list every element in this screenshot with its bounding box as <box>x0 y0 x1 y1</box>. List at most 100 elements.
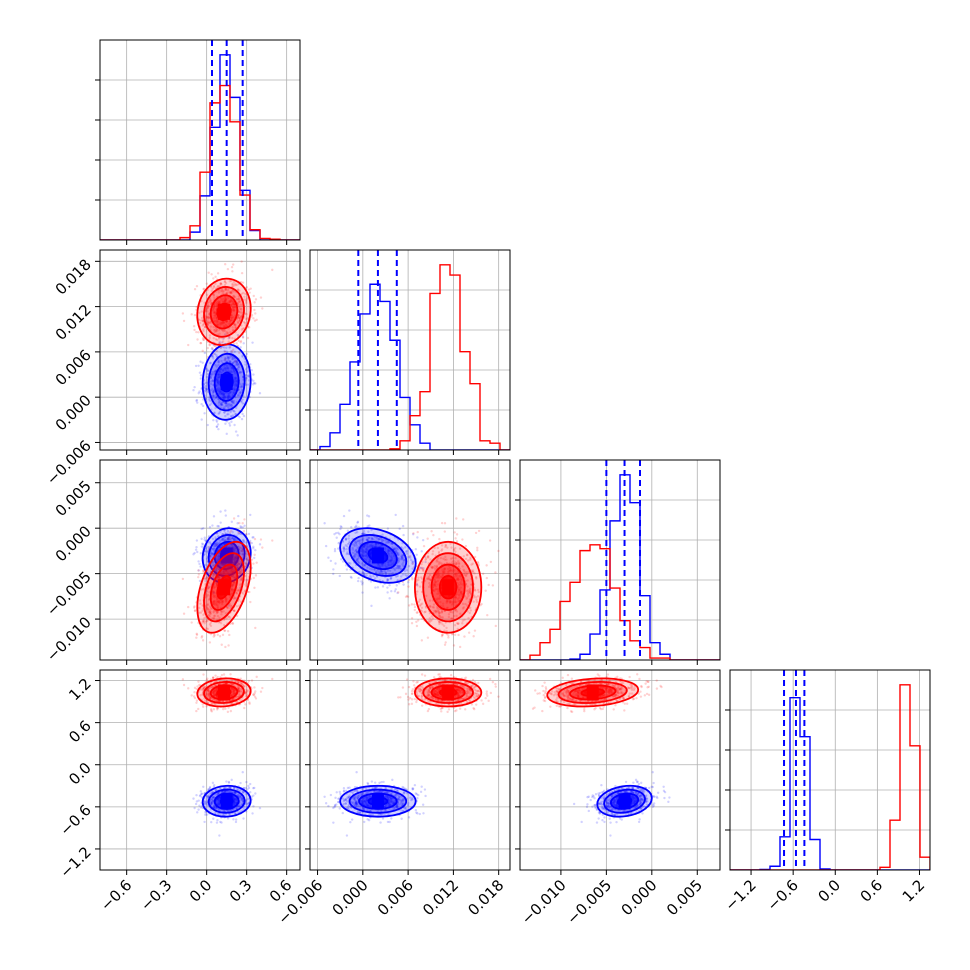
scatter-point <box>245 541 248 544</box>
scatter-point <box>232 315 235 319</box>
scatter-point <box>230 529 233 533</box>
scatter-point <box>253 301 256 304</box>
scatter-point <box>438 611 442 614</box>
scatter-point <box>480 602 483 606</box>
scatter-point <box>241 336 245 339</box>
scatter-point <box>225 319 229 323</box>
scatter-point <box>227 536 230 540</box>
scatter-point <box>216 380 220 383</box>
scatter-point <box>220 288 224 291</box>
contour-line <box>414 540 483 634</box>
scatter-point <box>454 561 457 564</box>
scatter-point <box>472 596 476 599</box>
scatter-point <box>216 607 220 610</box>
scatter-point <box>202 619 205 622</box>
scatter-point <box>197 575 200 579</box>
scatter-point <box>218 616 221 619</box>
scatter-point <box>216 338 219 342</box>
scatter-point <box>245 312 248 316</box>
scatter-point <box>231 282 234 285</box>
scatter-point <box>452 559 455 563</box>
scatter-point <box>223 299 226 302</box>
scatter-point <box>353 552 356 556</box>
scatter-point <box>416 584 419 587</box>
scatter-point <box>251 341 254 344</box>
scatter-point <box>249 363 252 366</box>
scatter-point <box>461 538 464 541</box>
scatter-point <box>381 539 385 542</box>
scatter-point <box>360 532 364 536</box>
scatter-point <box>436 592 439 596</box>
scatter-point <box>457 583 460 587</box>
scatter-point <box>222 624 226 627</box>
scatter-point <box>218 322 222 325</box>
scatter-point <box>227 781 231 784</box>
scatter-point <box>487 583 490 587</box>
scatter-point <box>226 396 230 399</box>
scatter-point <box>456 586 460 589</box>
scatter-point <box>220 610 224 614</box>
scatter-point <box>208 399 212 402</box>
scatter-point <box>217 361 220 364</box>
scatter-point <box>231 536 234 540</box>
scatter-point <box>442 572 445 575</box>
scatter-point <box>229 319 233 322</box>
scatter-point <box>207 316 210 320</box>
scatter-point <box>241 335 245 339</box>
scatter-point <box>220 403 223 406</box>
scatter-point <box>244 561 247 565</box>
scatter-point <box>223 538 226 542</box>
scatter-point <box>220 403 224 406</box>
scatter-point <box>222 571 225 574</box>
scatter-point <box>235 605 239 608</box>
scatter-point <box>355 549 358 552</box>
scatter-point <box>226 606 230 610</box>
scatter-point <box>436 557 440 560</box>
scatter-point <box>234 360 237 363</box>
scatter-point <box>438 573 441 576</box>
scatter-point <box>238 316 241 320</box>
scatter-point <box>437 611 441 614</box>
scatter-point <box>415 583 418 586</box>
scatter-point <box>231 348 235 352</box>
scatter-point <box>222 392 225 395</box>
scatter-point <box>258 806 262 810</box>
scatter-point <box>393 568 397 572</box>
scatter-point <box>206 346 210 350</box>
scatter-point <box>242 414 246 418</box>
scatter-point <box>238 562 241 566</box>
scatter-point <box>221 538 224 542</box>
scatter-point <box>220 601 224 604</box>
scatter-point <box>232 538 236 541</box>
scatter-point <box>203 412 206 415</box>
scatter-point <box>369 574 372 577</box>
scatter-point <box>233 797 236 801</box>
scatter-point <box>207 598 211 601</box>
scatter-point <box>223 300 227 303</box>
scatter-point <box>219 510 222 513</box>
scatter-point <box>371 537 374 541</box>
scatter-point <box>197 392 200 395</box>
scatter-point <box>213 352 217 356</box>
scatter-point <box>466 592 470 595</box>
scatter-point <box>378 545 381 549</box>
scatter-point <box>231 401 235 404</box>
scatter-point <box>207 586 210 590</box>
scatter-point <box>198 606 201 610</box>
scatter-point <box>430 565 433 569</box>
scatter-point <box>202 620 206 623</box>
scatter-point <box>223 405 226 409</box>
scatter-point <box>376 563 379 566</box>
scatter-point <box>219 621 223 625</box>
scatter-point <box>234 818 238 821</box>
scatter-point <box>362 532 366 535</box>
scatter-point <box>333 548 337 551</box>
scatter-point <box>232 401 236 405</box>
scatter-point <box>240 549 243 553</box>
scatter-point <box>405 594 409 598</box>
scatter-point <box>251 536 254 539</box>
scatter-point <box>217 554 220 557</box>
scatter-point <box>232 538 236 541</box>
scatter-point <box>254 626 257 630</box>
scatter-point <box>197 569 200 572</box>
